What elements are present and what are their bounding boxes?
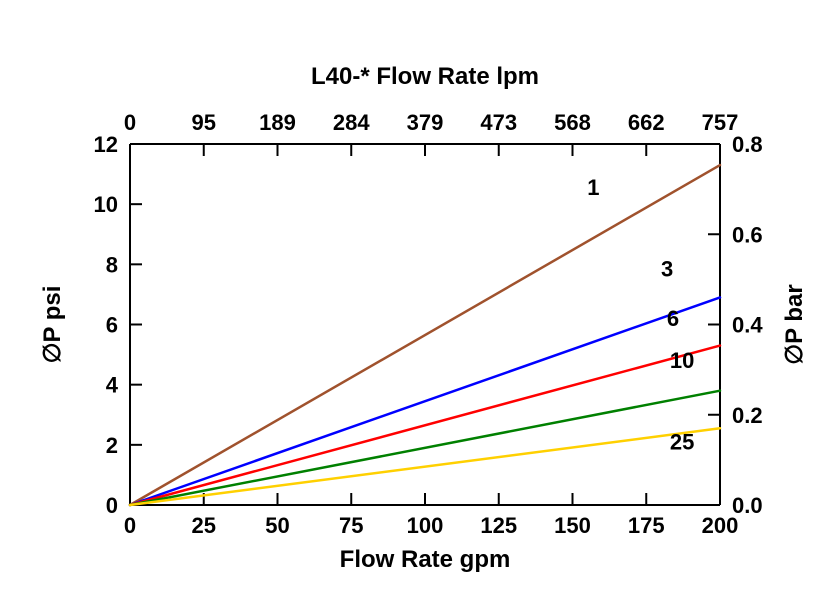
y-right-tick-label: 0.2: [732, 403, 763, 428]
chart-title-top: L40-* Flow Rate lpm: [311, 63, 539, 90]
x-top-tick-label: 473: [480, 110, 517, 135]
y-left-tick-label: 6: [106, 313, 118, 338]
chart-svg: 0255075100125150175200Flow Rate gpm09518…: [0, 0, 828, 606]
series-label-10: 10: [670, 348, 694, 373]
x-top-tick-label: 0: [124, 110, 136, 135]
y-left-tick-label: 10: [94, 192, 118, 217]
y-right-tick-label: 0.4: [732, 313, 763, 338]
y-right-tick-label: 0.8: [732, 132, 763, 157]
x-top-tick-label: 284: [333, 110, 370, 135]
x-bottom-tick-label: 175: [628, 513, 665, 538]
x-top-tick-label: 568: [554, 110, 591, 135]
series-label-25: 25: [670, 429, 694, 454]
x-top-tick-label: 379: [407, 110, 444, 135]
x-bottom-tick-label: 125: [480, 513, 517, 538]
x-bottom-tick-label: 25: [192, 513, 216, 538]
y-left-tick-label: 0: [106, 493, 118, 518]
series-label-6: 6: [667, 306, 679, 331]
x-top-tick-label: 95: [192, 110, 216, 135]
y-right-axis-label: ∅P bar: [781, 284, 808, 365]
y-left-tick-label: 12: [94, 132, 118, 157]
y-left-tick-label: 8: [106, 252, 118, 277]
y-left-tick-label: 4: [106, 373, 119, 398]
x-bottom-axis-label: Flow Rate gpm: [340, 546, 511, 573]
x-bottom-tick-label: 50: [265, 513, 289, 538]
x-top-tick-label: 662: [628, 110, 665, 135]
x-bottom-tick-label: 150: [554, 513, 591, 538]
x-bottom-tick-label: 100: [407, 513, 444, 538]
pressure-drop-chart: 0255075100125150175200Flow Rate gpm09518…: [0, 0, 828, 606]
x-top-tick-label: 189: [259, 110, 296, 135]
y-right-tick-label: 0.0: [732, 493, 763, 518]
x-bottom-tick-label: 0: [124, 513, 136, 538]
y-left-axis-label: ∅P psi: [39, 286, 66, 364]
y-left-tick-label: 2: [106, 433, 118, 458]
y-right-tick-label: 0.6: [732, 222, 763, 247]
x-bottom-tick-label: 75: [339, 513, 363, 538]
series-label-1: 1: [587, 175, 599, 200]
series-label-3: 3: [661, 256, 673, 281]
